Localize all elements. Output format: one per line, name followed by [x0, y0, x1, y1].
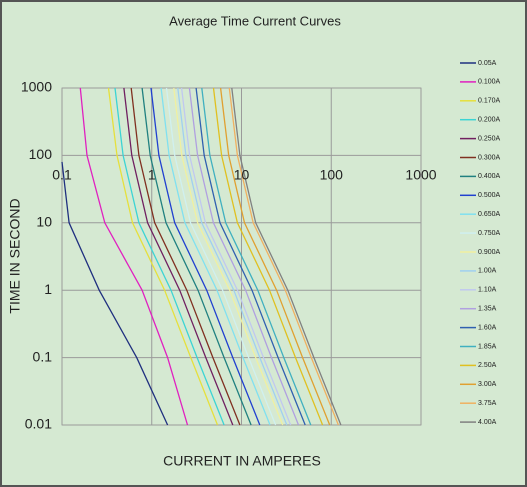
- curve: [231, 87, 342, 426]
- legend-label: 2.50A: [478, 362, 497, 369]
- chart-title: Average Time Current Curves: [169, 13, 341, 28]
- curve: [180, 87, 292, 426]
- curve: [160, 87, 271, 426]
- curve: [130, 87, 241, 426]
- x-tick-label: 10: [234, 167, 250, 183]
- curve: [195, 87, 306, 426]
- legend-label: 0.500A: [478, 192, 501, 199]
- x-tick-label: 0.1: [52, 167, 72, 183]
- curve: [61, 161, 169, 426]
- curves: [61, 87, 342, 426]
- curve: [150, 87, 261, 426]
- curve: [107, 87, 219, 426]
- legend-label: 1.85A: [478, 343, 497, 350]
- legend-label: 3.75A: [478, 400, 497, 407]
- y-tick-label: 0.1: [33, 348, 53, 364]
- curve: [123, 87, 234, 426]
- tick-labels: 0.1 1 10 100 1000 0.01 0.1 1 10 100 1000: [21, 79, 437, 432]
- legend-label: 1.00A: [478, 268, 497, 275]
- curve: [219, 87, 331, 426]
- curve: [173, 87, 284, 426]
- curve: [177, 87, 288, 426]
- curve: [212, 87, 324, 426]
- curve: [114, 87, 225, 426]
- y-tick-label: 100: [29, 146, 53, 162]
- x-tick-label: 100: [320, 167, 344, 183]
- curve: [165, 87, 277, 426]
- legend-label: 1.35A: [478, 306, 497, 313]
- legend-label: 4.00A: [478, 419, 497, 426]
- x-tick-label: 1: [148, 167, 156, 183]
- curve: [228, 87, 340, 426]
- legend-label: 0.900A: [478, 249, 501, 256]
- y-tick-label: 1000: [21, 79, 52, 95]
- y-tick-label: 0.01: [25, 416, 52, 432]
- legend-label: 3.00A: [478, 381, 497, 388]
- legend-label: 0.650A: [478, 211, 501, 218]
- grid: [61, 87, 422, 426]
- legend-label: 0.170A: [478, 98, 501, 105]
- legend: 0.05A 0.100A 0.170A 0.200A 0.250A 0.300A 0.400…: [460, 60, 501, 426]
- curve: [188, 87, 300, 426]
- y-tick-label: 10: [36, 214, 52, 230]
- legend-label: 0.05A: [478, 60, 497, 67]
- legend-label: 0.400A: [478, 173, 501, 180]
- legend-label: 1.10A: [478, 287, 497, 294]
- legend-label: 0.250A: [478, 135, 501, 142]
- y-axis-label: TIME IN SECOND: [7, 198, 23, 313]
- curve: [141, 87, 252, 426]
- legend-label: 0.100A: [478, 79, 501, 86]
- legend-label: 1.60A: [478, 324, 497, 331]
- y-tick-label: 1: [44, 281, 52, 297]
- legend-label: 0.300A: [478, 154, 501, 161]
- x-axis-label: CURRENT IN AMPERES: [163, 453, 321, 469]
- x-tick-label: 1000: [405, 167, 436, 183]
- curve: [201, 87, 312, 426]
- legend-label: 0.200A: [478, 117, 501, 124]
- curve: [79, 87, 189, 426]
- legend-label: 0.750A: [478, 230, 501, 237]
